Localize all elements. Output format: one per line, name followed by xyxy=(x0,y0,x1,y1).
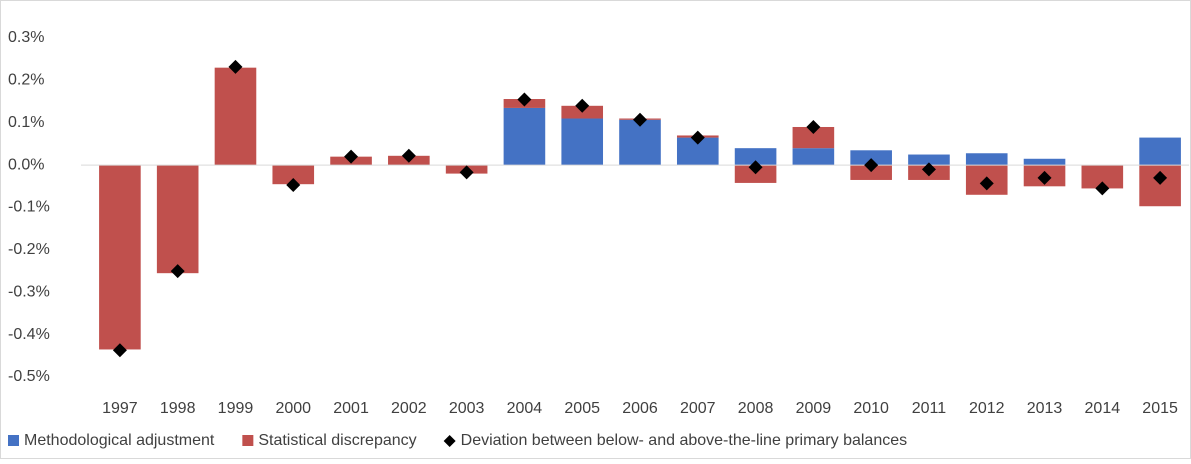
bar xyxy=(561,118,604,166)
diamond-marker xyxy=(401,148,416,163)
legend-label: Deviation between below- and above-the-l… xyxy=(461,432,907,449)
x-tick-label: 2006 xyxy=(622,400,658,417)
diamond-marker xyxy=(690,130,705,145)
x-tick-label: 2007 xyxy=(680,400,716,417)
diamond-marker xyxy=(864,158,879,173)
x-tick-label: 2000 xyxy=(275,400,311,417)
x-tick-label: 2004 xyxy=(507,400,543,417)
diamond-marker xyxy=(748,160,763,175)
bar xyxy=(792,126,835,149)
diamond-marker xyxy=(575,98,590,113)
legend-marker xyxy=(443,435,456,447)
diamond-marker xyxy=(1153,170,1168,185)
bar xyxy=(1023,158,1066,166)
diamond-marker xyxy=(344,149,359,164)
x-tick-label: 2010 xyxy=(853,400,889,417)
bar xyxy=(1139,137,1181,166)
x-tick-label: 2008 xyxy=(738,400,774,417)
x-tick-label: 2001 xyxy=(333,400,369,417)
x-tick-label: 1998 xyxy=(160,400,196,417)
x-tick-label: 2005 xyxy=(564,400,600,417)
diamond-marker xyxy=(806,119,821,134)
diamond-marker xyxy=(633,112,647,127)
diamond-marker xyxy=(228,59,243,74)
y-tick-label: -0.1% xyxy=(8,199,50,216)
diamond-marker xyxy=(517,92,532,107)
bar xyxy=(99,165,141,350)
x-tick-label: 2003 xyxy=(449,400,485,417)
y-tick-label: 0.0% xyxy=(8,156,44,173)
diamond-marker xyxy=(979,176,994,191)
diamond-marker xyxy=(112,343,127,358)
bar xyxy=(908,154,950,166)
diamond-marker xyxy=(1037,170,1052,185)
bar xyxy=(965,153,1008,166)
x-tick-label: 2015 xyxy=(1142,400,1178,417)
y-tick-label: -0.3% xyxy=(8,283,50,300)
legend-label: Methodological adjustment xyxy=(24,432,215,449)
bar xyxy=(734,148,777,166)
legend-marker xyxy=(242,435,254,446)
x-tick-label: 2011 xyxy=(912,400,947,417)
y-tick-label: 0.3% xyxy=(8,29,44,46)
bar xyxy=(850,165,892,180)
bar xyxy=(272,165,315,185)
bar xyxy=(792,148,835,166)
bar xyxy=(156,165,199,274)
x-tick-label: 2013 xyxy=(1027,400,1063,417)
x-tick-label: 2002 xyxy=(391,400,427,417)
diamond-marker xyxy=(1095,181,1110,196)
bar xyxy=(619,119,661,166)
x-tick-label: 2009 xyxy=(796,400,832,417)
y-tick-label: -0.4% xyxy=(8,326,50,343)
y-tick-label: 0.2% xyxy=(8,72,44,89)
bar xyxy=(1081,165,1124,189)
diamond-marker xyxy=(286,178,301,193)
bar xyxy=(503,107,546,166)
y-tick-label: 0.1% xyxy=(8,114,44,131)
x-tick-label: 1997 xyxy=(102,400,138,417)
diamond-marker xyxy=(921,162,936,177)
legend-label: Statistical discrepancy xyxy=(258,432,416,449)
x-tick-label: 2014 xyxy=(1085,400,1121,417)
diamond-marker xyxy=(170,264,185,279)
legend-marker xyxy=(8,435,19,446)
bar xyxy=(850,150,892,166)
x-tick-label: 1999 xyxy=(218,400,254,417)
y-tick-label: -0.5% xyxy=(8,368,50,385)
bar xyxy=(214,67,257,166)
x-tick-label: 2012 xyxy=(969,400,1005,417)
diamond-marker xyxy=(459,165,474,180)
y-tick-label: -0.2% xyxy=(8,241,50,258)
